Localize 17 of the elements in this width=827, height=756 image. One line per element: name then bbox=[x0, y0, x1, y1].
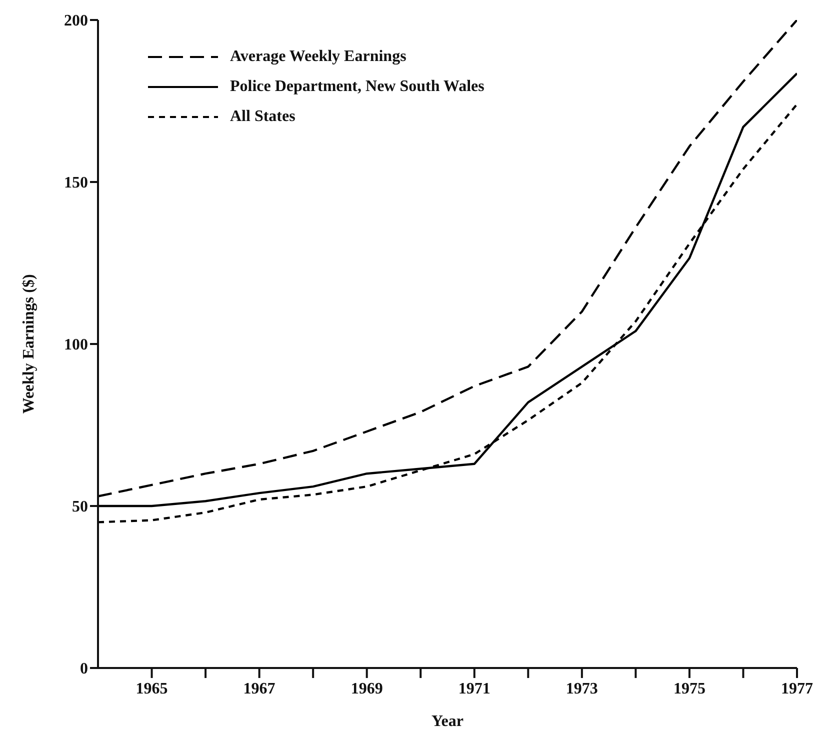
y-tick-label: 150 bbox=[64, 174, 88, 192]
y-tick-label: 100 bbox=[64, 336, 88, 354]
x-tick-label: 1975 bbox=[673, 680, 706, 698]
x-tick-label: 1967 bbox=[243, 680, 276, 698]
y-tick-label: 200 bbox=[64, 12, 88, 30]
x-tick-label: 1973 bbox=[566, 680, 598, 698]
y-axis-title: Weekly Earnings ($) bbox=[20, 274, 38, 414]
legend-label: All States bbox=[230, 108, 296, 126]
x-tick-label: 1969 bbox=[350, 680, 383, 698]
x-tick-label: 1965 bbox=[136, 680, 168, 698]
legend-label: Average Weekly Earnings bbox=[230, 48, 406, 66]
y-tick-label: 0 bbox=[80, 660, 88, 678]
y-tick-label: 50 bbox=[72, 498, 88, 516]
x-axis-title: Year bbox=[432, 713, 464, 730]
x-tick-label: 1977 bbox=[781, 680, 813, 698]
x-tick-label: 1971 bbox=[458, 680, 490, 698]
legend-label: Police Department, New South Wales bbox=[230, 78, 484, 96]
